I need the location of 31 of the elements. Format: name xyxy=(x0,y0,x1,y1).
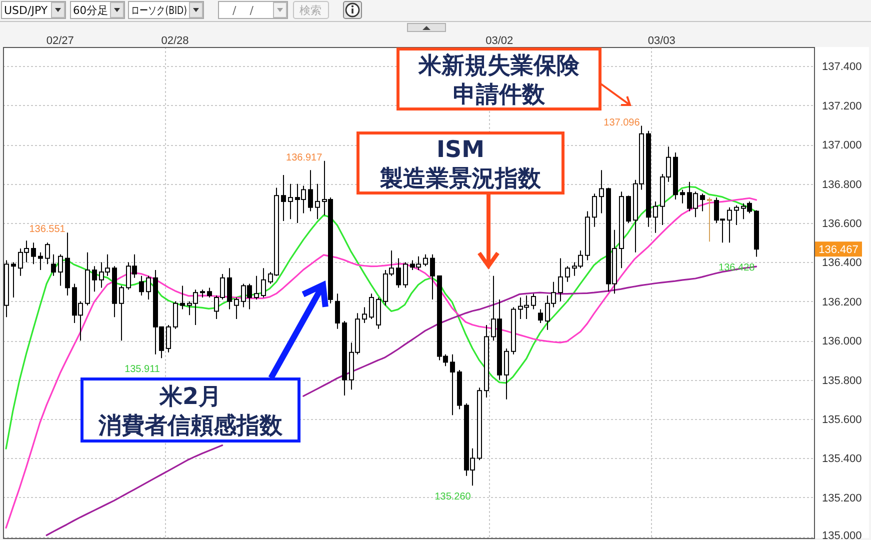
text: / / xyxy=(232,4,258,17)
text: 60分足 xyxy=(73,4,109,17)
y-tick-label: 136.400 xyxy=(822,257,862,270)
y-tick-label: 137.200 xyxy=(822,100,862,112)
y-tick-label: 135.600 xyxy=(822,414,862,426)
y-tick-label: 137.400 xyxy=(822,61,862,74)
annotation: 136.917 xyxy=(286,152,323,164)
y-tick-label: 136.000 xyxy=(822,336,862,348)
y-tick-label: 135.400 xyxy=(822,453,862,466)
y-tick-label: 137.000 xyxy=(822,140,862,152)
annotation: 136.551 xyxy=(29,224,66,236)
x-tick-label: 03/03 xyxy=(648,35,676,47)
x-tick-label: 02/27 xyxy=(46,35,74,47)
x-tick-label: 02/28 xyxy=(161,35,189,47)
y-tick-label: 135.800 xyxy=(822,374,862,387)
text: ローソク(BID) xyxy=(131,4,203,17)
y-tick-label: 136.600 xyxy=(822,218,862,230)
y-tick-label: 136.200 xyxy=(822,296,862,308)
text: USD/JPY xyxy=(4,4,48,17)
x-tick-label: 03/02 xyxy=(486,35,514,47)
text: 136.467 xyxy=(818,244,858,256)
y-tick-label: 136.800 xyxy=(822,178,862,191)
annotation: 135.260 xyxy=(434,492,472,503)
annotation: ISM製造業景況指数 xyxy=(379,137,542,192)
annotation: 137.096 xyxy=(604,117,640,128)
y-tick-label: 135.200 xyxy=(822,492,862,504)
annotation: 米2月消費者信頼感指数 xyxy=(98,384,284,439)
annotation: 米新規失業保険申請件数 xyxy=(418,52,580,108)
y-tick-label: 135.000 xyxy=(822,530,862,540)
annotation: 135.911 xyxy=(124,364,160,376)
text: 検索 xyxy=(300,4,322,17)
